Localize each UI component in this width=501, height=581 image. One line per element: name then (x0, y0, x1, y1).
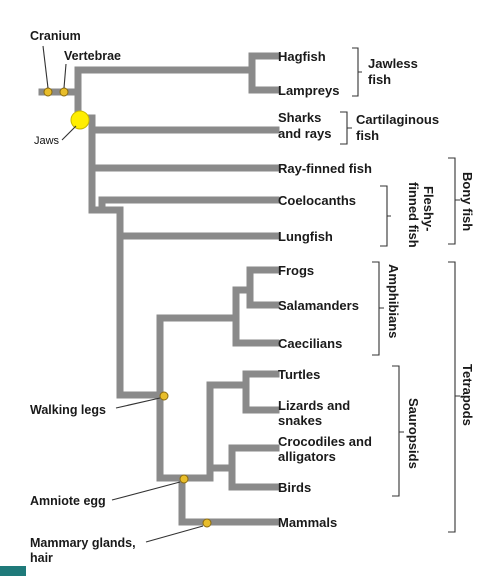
jawless-bracket (352, 47, 362, 97)
bony-fish-bracket (448, 157, 460, 245)
coelacanths-branch (98, 196, 280, 214)
sharks-branch (74, 114, 280, 134)
taxon-salamanders: Salamanders (278, 298, 359, 313)
vertebrae-marker (59, 87, 69, 97)
sauropsid-node (206, 381, 250, 436)
amniote-stem (156, 391, 186, 482)
jaws-leader (61, 125, 77, 141)
trait-labels: Cranium Vertebrae Jaws Walking legs Amni… (30, 29, 204, 565)
mammary-label-line2: hair (30, 551, 53, 565)
group-cartilaginous-line2: fish (356, 128, 379, 143)
cranium-label: Cranium (30, 29, 81, 43)
taxon-turtles: Turtles (278, 367, 320, 382)
taxon-sharks-line1: Sharks (278, 110, 321, 125)
cartilaginous-bracket (340, 111, 352, 145)
vertebrae-leader (63, 63, 67, 89)
group-fleshy-line2: finned fish (406, 182, 421, 248)
walking-legs-leader (115, 397, 161, 409)
taxon-crocs-line1: Crocodiles and (278, 434, 372, 449)
taxon-caecilians: Caecilians (278, 336, 342, 351)
trait-markers (43, 87, 212, 528)
group-jawless-line1: Jawless (368, 56, 418, 71)
tetrapod-stem (116, 232, 164, 399)
amniote-egg-leader (111, 481, 181, 501)
group-cartilaginous-line1: Cartilaginous (356, 112, 439, 127)
taxon-ray-finned: Ray-finned fish (278, 161, 372, 176)
walking-legs-label: Walking legs (30, 403, 106, 417)
taxon-lizards-line2: snakes (278, 413, 322, 428)
taxon-sharks-line2: and rays (278, 126, 331, 141)
taxon-hagfish: Hagfish (278, 49, 326, 64)
vertebrae-label: Vertebrae (64, 49, 121, 63)
cranium-leader (42, 45, 49, 89)
group-tetrapods: Tetrapods (460, 364, 475, 426)
sauropsids-bracket (392, 365, 404, 497)
lungfish-stem (98, 206, 124, 240)
group-fleshy-line1: Fleshy- (421, 186, 436, 232)
tetrapods-bracket (448, 261, 460, 533)
taxon-mammals: Mammals (278, 515, 337, 530)
taxon-lizards-line1: Lizards and (278, 398, 350, 413)
mammary-marker (202, 518, 212, 528)
taxon-coelacanths: Coelocanths (278, 193, 356, 208)
walking-legs-marker (159, 391, 169, 401)
taxon-lungfish: Lungfish (278, 229, 333, 244)
taxon-birds: Birds (278, 480, 311, 495)
fleshy-finned-bracket (380, 185, 391, 247)
amniote-egg-label: Amniote egg (30, 494, 106, 508)
jaws-label: Jaws (34, 135, 60, 147)
cranium-marker (43, 87, 53, 97)
mammary-leader (145, 525, 204, 543)
amphibians-bracket (372, 261, 384, 356)
amniote-egg-marker (179, 474, 189, 484)
group-jawless-line2: fish (368, 72, 391, 87)
group-sauropsids: Sauropsids (406, 398, 421, 469)
sauropsid-stem (178, 428, 214, 482)
jaws-marker (70, 110, 90, 130)
taxon-crocs-line2: alligators (278, 449, 336, 464)
amphibian-stem (156, 314, 240, 399)
group-amphibians: Amphibians (386, 264, 401, 338)
mammary-label-line1: Mammary glands, (30, 536, 136, 550)
group-brackets: Jawless fish Cartilaginous fish Bony fis… (340, 47, 475, 533)
group-bony-fish: Bony fish (460, 172, 475, 231)
taxon-lampreys: Lampreys (278, 83, 339, 98)
archosaur-stem (206, 428, 236, 472)
taxon-frogs: Frogs (278, 263, 314, 278)
jawless-branch (74, 66, 256, 96)
taxon-labels: Hagfish Lampreys Sharks and rays Ray-fin… (278, 49, 372, 530)
corner-accent (0, 566, 26, 576)
tree-branches (38, 52, 280, 526)
